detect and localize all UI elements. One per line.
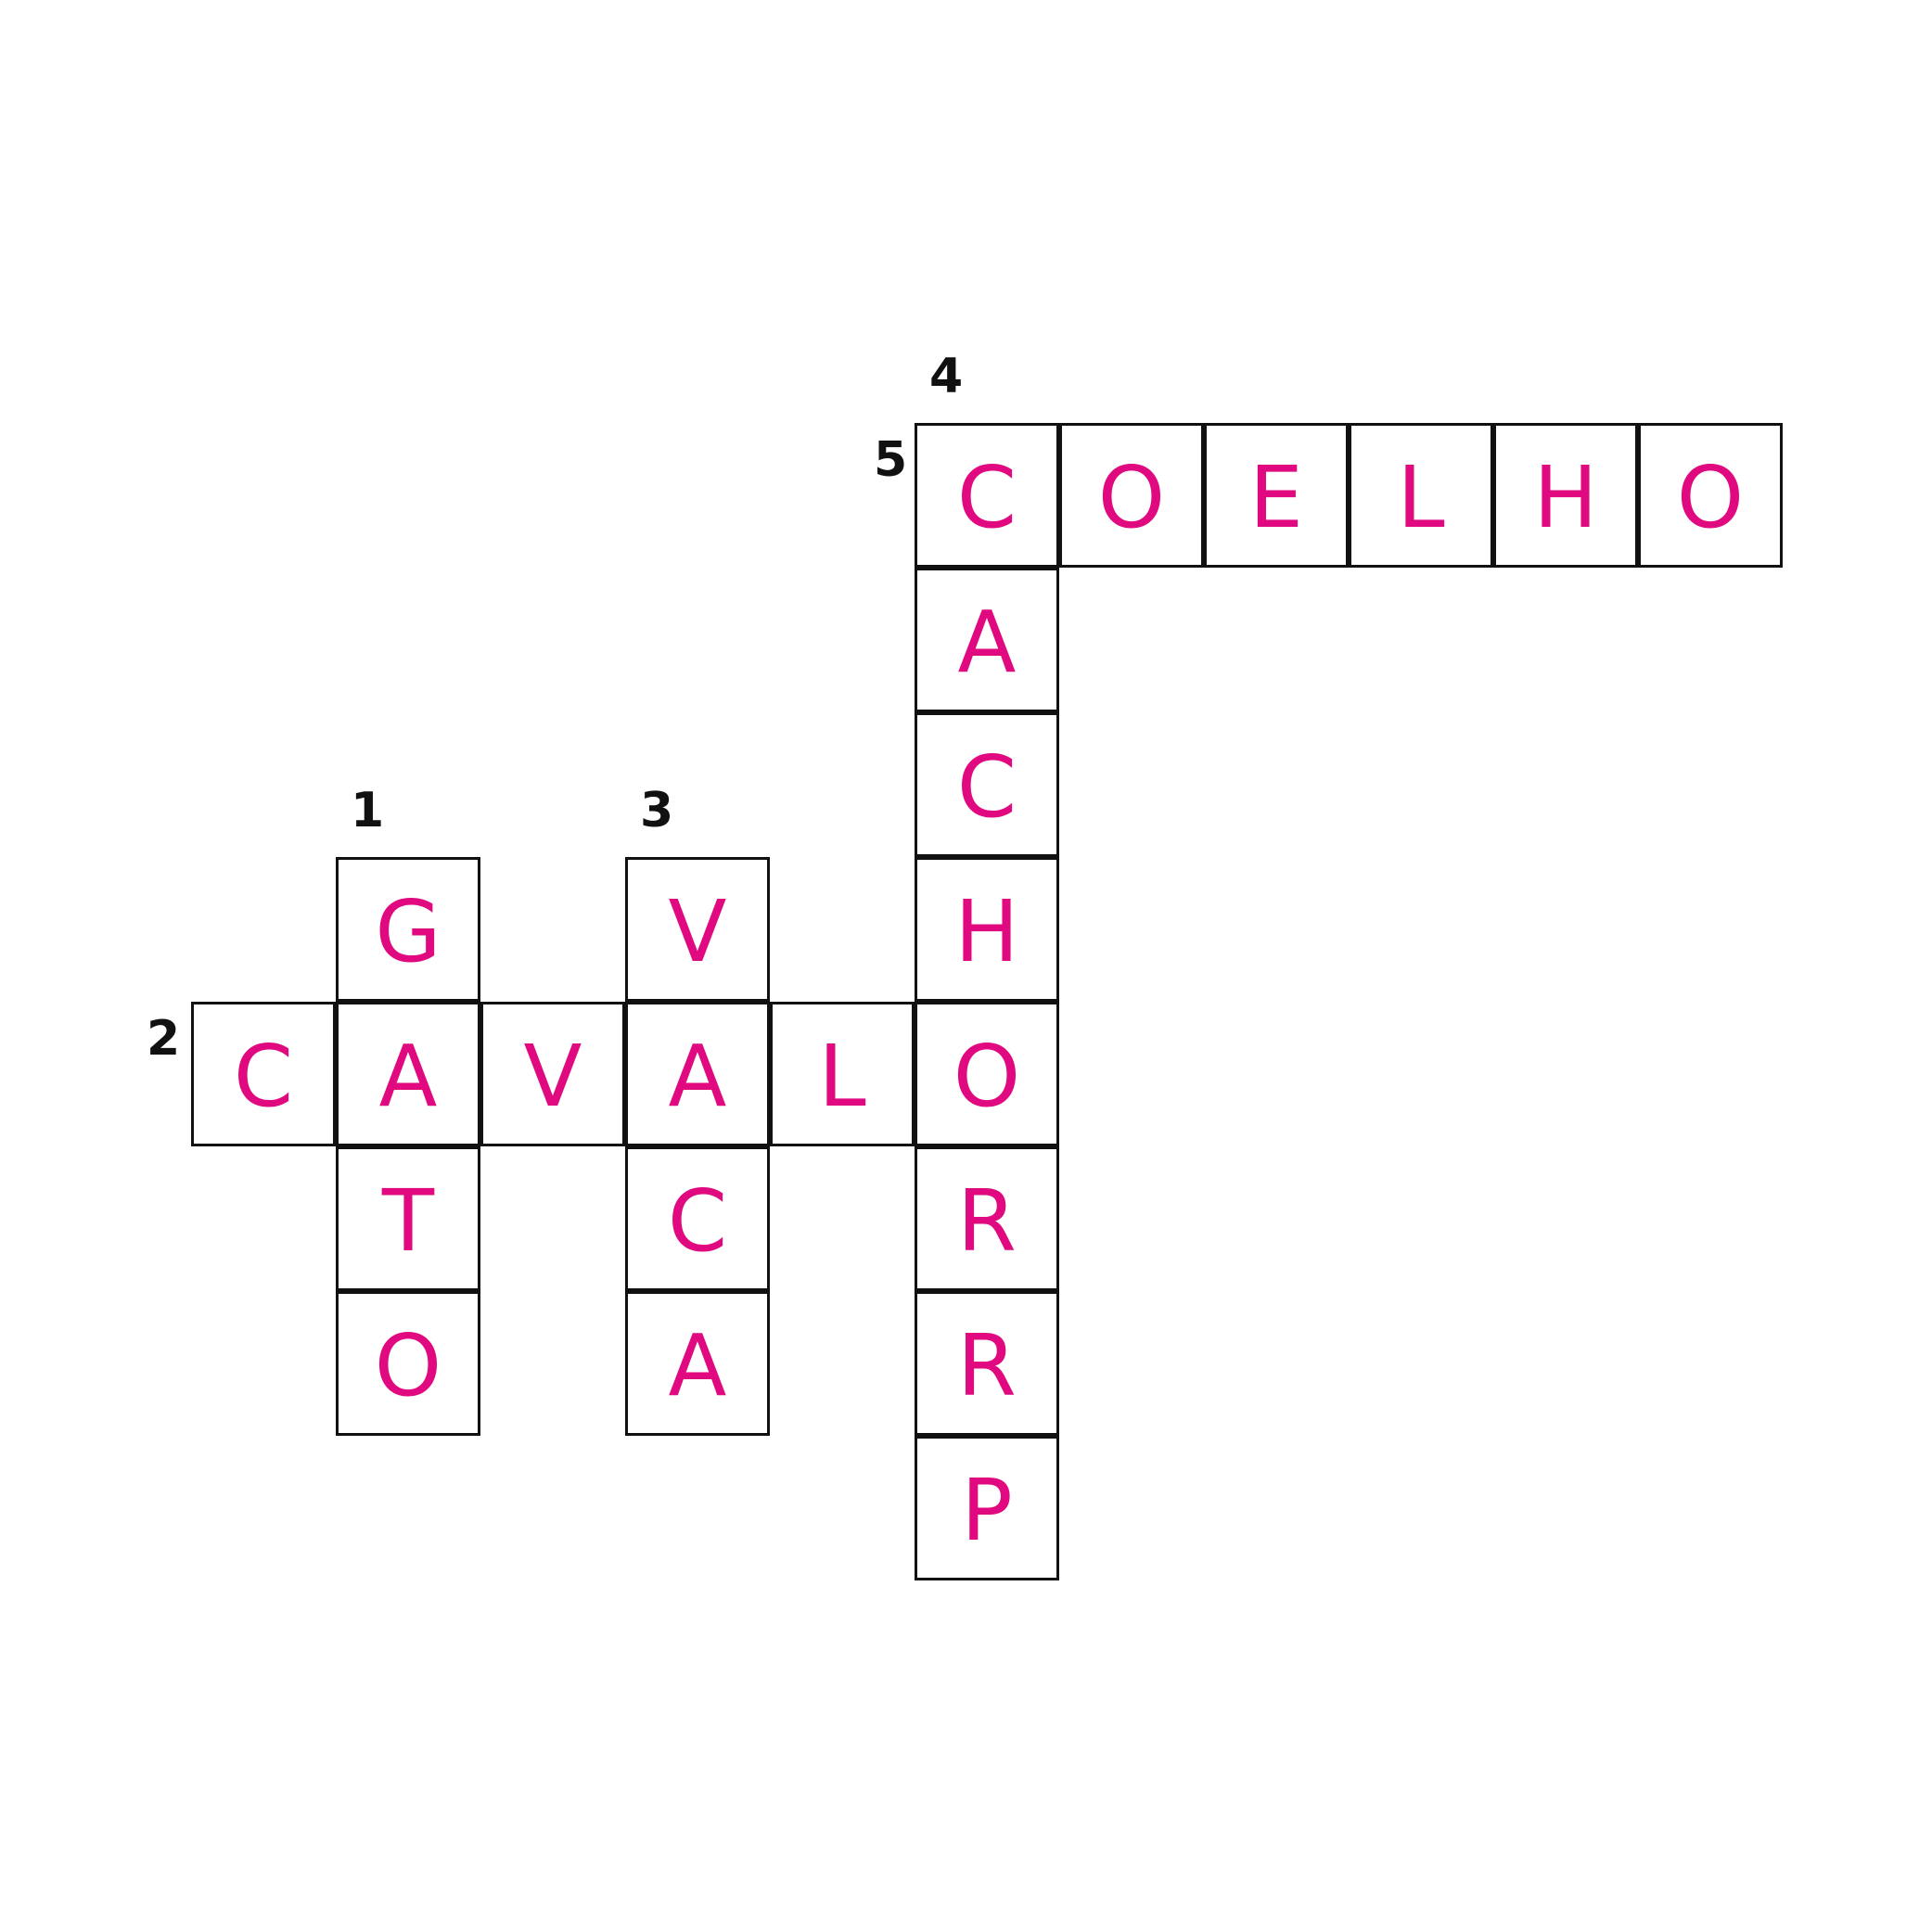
clue-number-5: 5 xyxy=(874,432,908,488)
clue-number-4: 4 xyxy=(929,349,964,404)
clue-number-1: 1 xyxy=(351,783,385,838)
grid-cell[interactable]: O xyxy=(1638,423,1783,568)
grid-cell[interactable]: C xyxy=(625,1146,770,1291)
grid-cell[interactable]: L xyxy=(770,1002,915,1146)
clue-number-3: 3 xyxy=(640,783,674,838)
grid-cell[interactable]: A xyxy=(625,1002,770,1146)
grid-cell[interactable]: A xyxy=(336,1002,480,1146)
grid-cell[interactable]: E xyxy=(1204,423,1349,568)
grid-cell[interactable]: O xyxy=(1059,423,1204,568)
grid-cell[interactable]: T xyxy=(336,1146,480,1291)
grid-cell[interactable]: V xyxy=(625,857,770,1002)
grid-cell[interactable]: V xyxy=(480,1002,625,1146)
grid-cell[interactable]: L xyxy=(1349,423,1493,568)
clue-number-2: 2 xyxy=(147,1011,181,1067)
grid-cell[interactable]: C xyxy=(915,423,1059,568)
grid-cell[interactable]: H xyxy=(915,857,1059,1002)
grid-cell[interactable]: G xyxy=(336,857,480,1002)
grid-cell[interactable]: O xyxy=(915,1002,1059,1146)
grid-cell[interactable]: P xyxy=(915,1436,1059,1580)
grid-cell[interactable]: A xyxy=(915,568,1059,712)
grid-cell[interactable]: R xyxy=(915,1146,1059,1291)
grid-cell[interactable]: H xyxy=(1493,423,1638,568)
grid-cell[interactable]: C xyxy=(915,712,1059,857)
grid-cell[interactable]: A xyxy=(625,1291,770,1436)
grid-cell[interactable]: C xyxy=(191,1002,336,1146)
grid-cell[interactable]: R xyxy=(915,1291,1059,1436)
grid-cell[interactable]: O xyxy=(336,1291,480,1436)
